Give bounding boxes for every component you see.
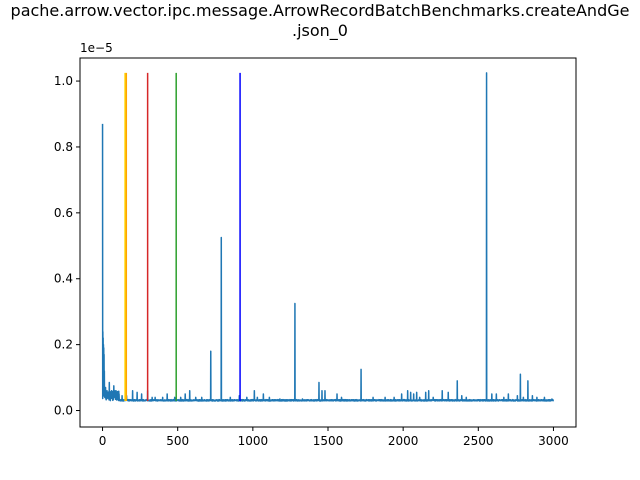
series-group: [101, 72, 555, 402]
y-tick-label: 0.6: [54, 206, 73, 220]
chart-title-line-1: pache.arrow.vector.ipc.message.ArrowReco…: [11, 1, 630, 20]
y-axis-offset-label: 1e−5: [80, 41, 113, 55]
y-tick-label: 0.4: [54, 272, 73, 286]
x-tick-label: 500: [166, 434, 189, 448]
plot-frame: [79, 57, 577, 428]
y-tick-label: 1.0: [54, 74, 73, 88]
plot-area: [101, 72, 555, 402]
x-tick-label: 1000: [238, 434, 269, 448]
x-tick-label: 0: [99, 434, 107, 448]
chart-title-line-2: .json_0: [292, 21, 348, 41]
x-tick-label: 1500: [313, 434, 344, 448]
y-tick-label: 0.0: [54, 404, 73, 418]
series-line: [101, 72, 555, 402]
x-tick-label: 3000: [538, 434, 569, 448]
y-tick-label: 0.8: [54, 140, 73, 154]
x-axis-ticks: 0 500 1000 1500 2000 2500 3000: [99, 427, 569, 448]
y-axis-ticks: 0.0 0.2 0.4 0.6 0.8 1.0: [54, 74, 80, 418]
x-tick-label: 2500: [463, 434, 494, 448]
y-tick-label: 0.2: [54, 338, 73, 352]
vertical-markers: [124, 72, 241, 401]
x-tick-label: 2000: [388, 434, 419, 448]
